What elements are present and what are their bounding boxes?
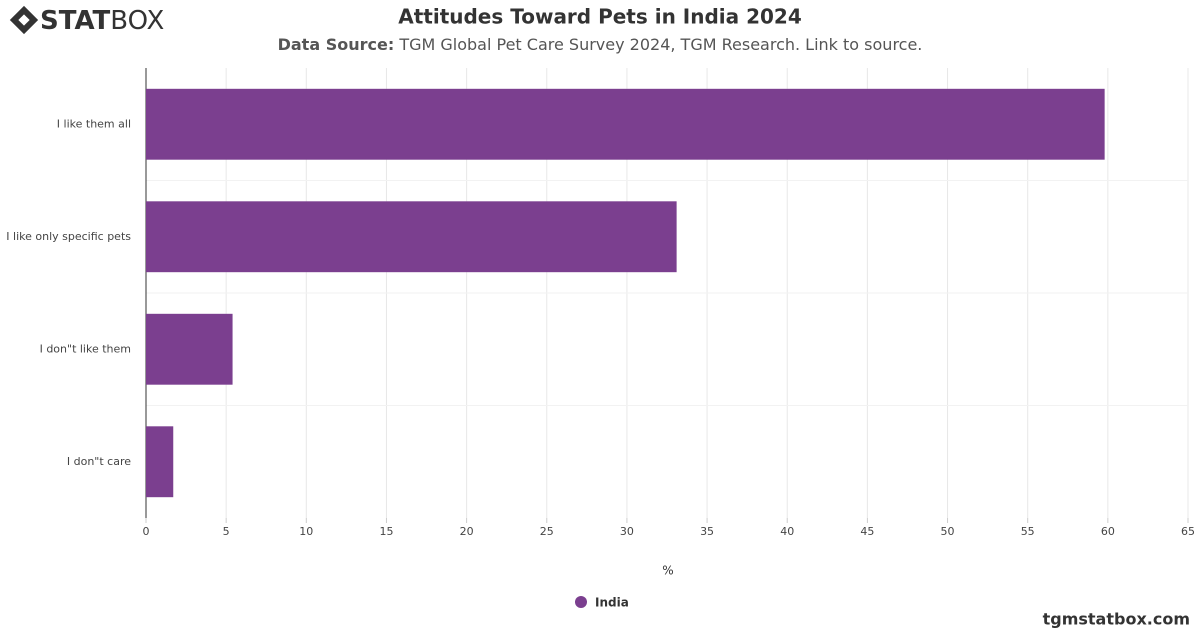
x-tick-label: 45	[860, 525, 874, 538]
logo-text: STATBOX	[40, 6, 164, 36]
subtitle-text[interactable]: TGM Global Pet Care Survey 2024, TGM Res…	[398, 35, 922, 54]
chart-subtitle: Data Source: TGM Global Pet Care Survey …	[278, 35, 923, 54]
x-tick-label: 0	[143, 525, 150, 538]
x-tick-label: 55	[1021, 525, 1035, 538]
x-tick-label: 50	[941, 525, 955, 538]
x-tick-label: 25	[540, 525, 554, 538]
y-tick-label: I like only specific pets	[6, 230, 131, 243]
x-tick-label: 35	[700, 525, 714, 538]
x-tick-label: 30	[620, 525, 634, 538]
logo-bold: STAT	[40, 6, 111, 36]
y-tick-label: I don"t care	[67, 455, 131, 468]
x-tick-label: 20	[460, 525, 474, 538]
footer: tgmstatbox.com	[1043, 610, 1190, 629]
bar	[146, 201, 677, 273]
subtitle-label: Data Source:	[278, 35, 395, 54]
y-tick-label: I don"t like them	[40, 342, 131, 355]
x-tick-label: 10	[299, 525, 313, 538]
y-tick-label: I like them all	[57, 117, 131, 130]
bar	[146, 88, 1105, 160]
x-tick-label: 40	[780, 525, 794, 538]
legend-marker	[575, 596, 587, 608]
x-tick-label: 60	[1101, 525, 1115, 538]
chart-title: Attitudes Toward Pets in India 2024	[398, 5, 802, 29]
logo-light: BOX	[110, 6, 164, 36]
bar	[146, 426, 174, 498]
x-tick-label: 65	[1181, 525, 1195, 538]
logo-icon-inner	[18, 14, 30, 26]
x-axis-label: %	[662, 564, 673, 578]
x-tick-label: 5	[223, 525, 230, 538]
bar	[146, 313, 233, 385]
legend-label: India	[595, 596, 629, 610]
x-tick-label: 15	[379, 525, 393, 538]
logo: STATBOX	[9, 6, 164, 36]
